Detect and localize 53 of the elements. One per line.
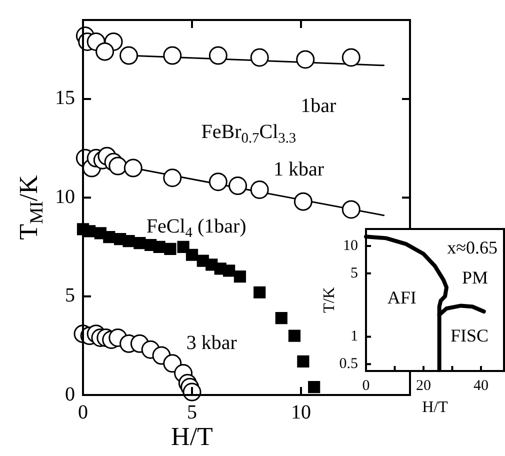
y-tick-label: 5 <box>65 284 75 307</box>
point <box>297 355 310 368</box>
point <box>250 48 269 67</box>
x-axis-title: H/T <box>171 422 214 451</box>
annotation: AFI <box>387 287 416 308</box>
y-axis-title: TMI/K <box>14 174 48 240</box>
point <box>122 235 135 248</box>
point <box>228 176 248 196</box>
point <box>124 158 142 178</box>
y-tick-label: 0.5 <box>339 356 358 372</box>
y-axis-title: T/K <box>321 286 338 313</box>
y-tick-label: 10 <box>55 186 75 208</box>
annotation: FISC <box>450 326 489 346</box>
y-tick-label: 15 <box>55 87 75 110</box>
x-axis-title: H/T <box>422 399 448 416</box>
x-tick-label: 0 <box>362 378 370 394</box>
point <box>120 46 138 65</box>
point <box>308 381 320 394</box>
x-tick-label: 40 <box>474 378 488 394</box>
point <box>250 180 269 199</box>
point <box>342 48 360 67</box>
point <box>163 168 182 188</box>
x-tick-label: 20 <box>416 378 431 394</box>
y-tick-label: 10 <box>343 238 358 254</box>
series-label: 1 kbar <box>274 158 324 180</box>
point <box>96 42 114 61</box>
y-tick-label: 5 <box>350 265 358 282</box>
point <box>208 172 228 192</box>
annotation: PM <box>462 267 488 288</box>
point <box>177 240 190 254</box>
x-tick-label: 10 <box>291 401 311 424</box>
series-label: 1bar <box>300 95 337 118</box>
point <box>108 156 128 176</box>
point <box>342 200 360 219</box>
point <box>254 286 266 298</box>
point <box>103 231 116 244</box>
point <box>153 240 166 254</box>
point <box>296 50 315 69</box>
x-tick-label: 5 <box>187 401 197 424</box>
annotation: x≈0.65 <box>447 238 498 258</box>
point <box>275 312 288 324</box>
point <box>234 270 246 283</box>
point <box>223 264 236 277</box>
point <box>294 192 312 211</box>
point <box>208 46 228 65</box>
point <box>186 248 198 261</box>
series-label: 3 kbar <box>186 332 238 354</box>
point <box>163 46 182 65</box>
point <box>163 354 182 373</box>
y-tick-label: 1 <box>350 328 358 345</box>
point <box>288 330 301 342</box>
point <box>134 236 146 250</box>
point <box>164 242 176 255</box>
